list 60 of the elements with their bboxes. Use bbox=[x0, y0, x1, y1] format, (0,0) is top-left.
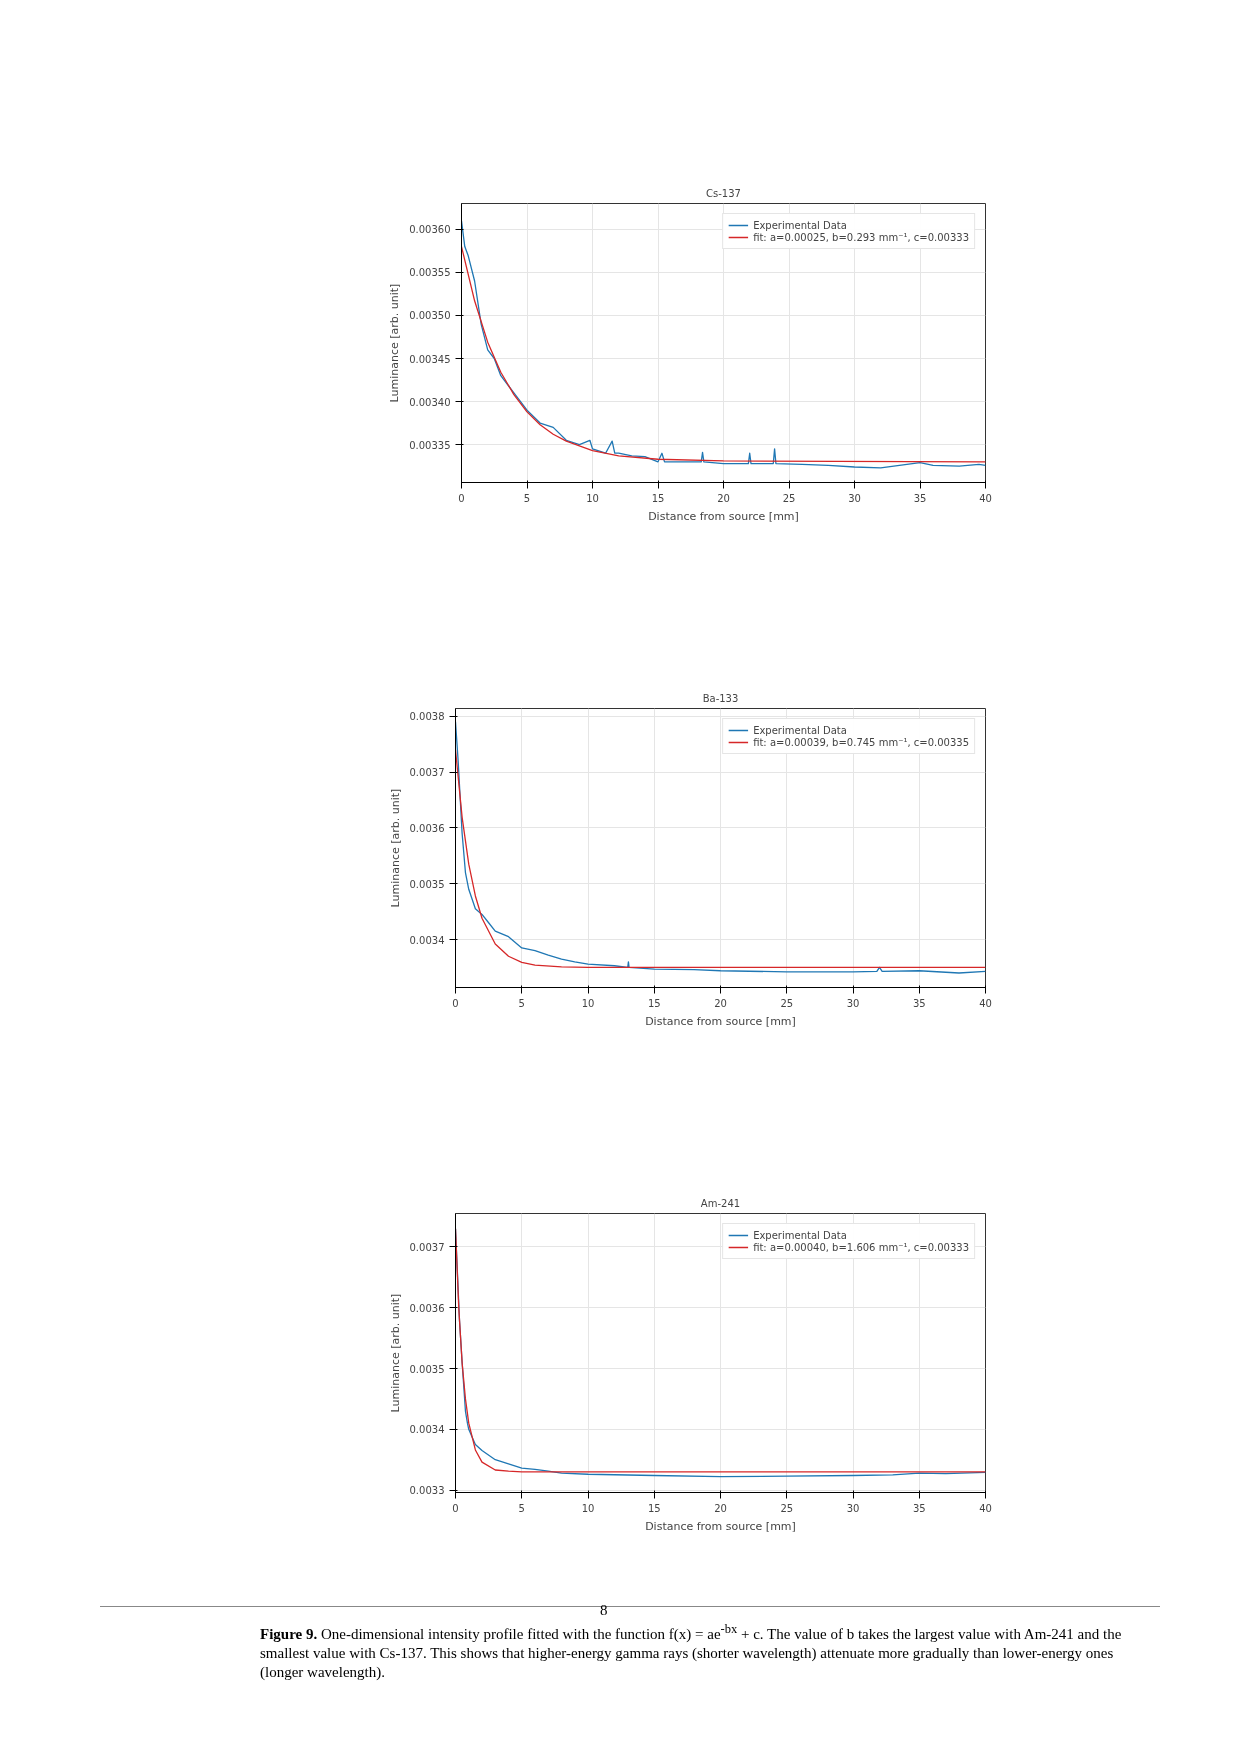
y-tick-label: 0.0038 bbox=[409, 711, 445, 723]
y-tick-label: 0.00335 bbox=[409, 439, 451, 451]
x-tick-label: 30 bbox=[848, 492, 861, 504]
x-tick-label: 40 bbox=[979, 997, 992, 1009]
y-tick-label: 0.00340 bbox=[409, 396, 451, 408]
chart-title: Am-241 bbox=[700, 1197, 741, 1209]
x-tick-label: 30 bbox=[846, 997, 860, 1009]
caption: Figure 9. One-dimensional intensity profile fitted with the function f(x) = ae$^{-bx}$ + c. The value of b takes the largest value with Am-241 and the smallest value with Cs-137. This shows that higher-energy gamma rays (shorter wavelength) attenuate more gradually than lower-energy ones (longer wavelength). bbox=[260, 1621, 1123, 1682]
x-tick-label: 25 bbox=[780, 997, 794, 1009]
legend-label: Experimental Data bbox=[753, 1229, 847, 1241]
chart-title: Ba-133 bbox=[702, 692, 739, 704]
x-tick-label: 0 bbox=[452, 997, 459, 1009]
x-tick-label: 0 bbox=[458, 492, 465, 504]
legend-label: fit: a=0.00025, b=0.293 mm⁻¹, c=0.00333 bbox=[753, 231, 969, 243]
y-axis-title: Luminance [arb. unit] bbox=[388, 1293, 402, 1413]
x-tick-label: 15 bbox=[647, 1502, 661, 1514]
y-tick-label: 0.0035 bbox=[409, 1363, 445, 1375]
x-tick-label: 35 bbox=[912, 997, 926, 1009]
y-tick-label: 0.0034 bbox=[409, 934, 445, 946]
x-tick-label: 30 bbox=[846, 1502, 860, 1514]
y-tick-label: 0.00345 bbox=[409, 353, 451, 365]
x-axis-title: Distance from source [mm] bbox=[648, 509, 799, 523]
x-tick-label: 10 bbox=[581, 1502, 595, 1514]
x-tick-label: 25 bbox=[782, 492, 796, 504]
x-tick-label: 10 bbox=[581, 997, 595, 1009]
y-axis-title: Luminance [arb. unit] bbox=[388, 788, 402, 908]
y-tick-label: 0.0036 bbox=[409, 822, 445, 834]
x-tick-label: 20 bbox=[714, 997, 727, 1009]
y-tick-label: 0.00350 bbox=[409, 310, 451, 322]
y-tick-label: 0.0033 bbox=[409, 1485, 445, 1497]
legend-label: fit: a=0.00039, b=0.745 mm⁻¹, c=0.00335 bbox=[753, 736, 969, 748]
legend-label: Experimental Data bbox=[753, 219, 847, 231]
x-tick-label: 5 bbox=[523, 492, 531, 504]
x-axis-title: Distance from source [mm] bbox=[645, 1519, 796, 1533]
text: 8 bbox=[600, 1601, 608, 1620]
y-tick-label: 0.0036 bbox=[409, 1302, 445, 1314]
x-tick-label: 5 bbox=[518, 1502, 525, 1514]
x-tick-label: 0 bbox=[452, 1502, 459, 1514]
x-tick-label: 15 bbox=[651, 492, 665, 504]
x-tick-label: 20 bbox=[717, 492, 730, 504]
chart-title: Cs-137 bbox=[706, 187, 741, 199]
legend-label: Experimental Data bbox=[753, 724, 847, 736]
y-tick-label: 0.00355 bbox=[409, 267, 451, 279]
x-tick-label: 20 bbox=[714, 1502, 727, 1514]
x-tick-label: 5 bbox=[518, 997, 525, 1009]
y-tick-label: 0.00360 bbox=[409, 224, 451, 236]
x-tick-label: 35 bbox=[913, 492, 927, 504]
x-tick-label: 10 bbox=[586, 492, 599, 504]
y-tick-label: 0.0037 bbox=[409, 767, 445, 779]
x-tick-label: 35 bbox=[912, 1502, 926, 1514]
y-axis-title: Luminance [arb. unit] bbox=[388, 283, 402, 403]
y-tick-label: 0.0037 bbox=[409, 1241, 445, 1253]
x-tick-label: 40 bbox=[979, 1502, 992, 1514]
x-axis-title: Distance from source [mm] bbox=[645, 1014, 796, 1028]
legend-label: fit: a=0.00040, b=1.606 mm⁻¹, c=0.00333 bbox=[753, 1241, 969, 1253]
y-tick-label: 0.0034 bbox=[409, 1424, 445, 1436]
x-tick-label: 40 bbox=[979, 492, 992, 504]
y-tick-label: 0.0035 bbox=[409, 878, 445, 890]
x-tick-label: 15 bbox=[647, 997, 661, 1009]
x-tick-label: 25 bbox=[780, 1502, 794, 1514]
